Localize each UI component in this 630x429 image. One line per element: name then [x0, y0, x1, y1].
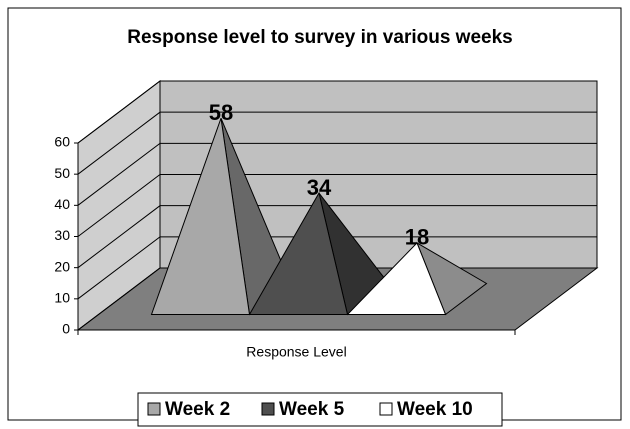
grid-line — [77, 111, 597, 175]
y-tick-label: 0 — [62, 321, 70, 337]
legend-label: Week 2 — [165, 399, 230, 420]
grid-line — [77, 174, 597, 237]
pyramid-front — [346, 241, 447, 315]
x-tick-label: Response Level — [246, 344, 346, 360]
data-label: 18 — [405, 225, 429, 250]
pyramid — [346, 241, 488, 316]
pyramid-front — [248, 191, 349, 315]
legend-swatch — [261, 402, 275, 416]
grid-line — [77, 236, 597, 300]
pyramid-front — [150, 118, 251, 315]
grid-line — [77, 205, 597, 269]
grid-line — [77, 142, 597, 206]
y-tick-label: 10 — [54, 290, 70, 306]
data-label: 58 — [209, 100, 233, 125]
legend-swatch — [147, 402, 161, 416]
grid-line — [77, 80, 597, 144]
data-label: 34 — [307, 175, 332, 200]
legend-label: Week 10 — [397, 399, 473, 420]
y-tick-label: 30 — [54, 227, 70, 243]
y-tick-label: 20 — [54, 258, 70, 274]
y-tick-label: 50 — [54, 165, 70, 181]
pyramid — [150, 118, 292, 316]
legend-label: Week 5 — [279, 399, 345, 420]
chart-title: Response level to survey in various week… — [127, 27, 512, 48]
legend-swatch — [379, 402, 393, 416]
pyramid — [248, 191, 390, 316]
y-tick-label: 60 — [54, 134, 70, 150]
y-tick-label: 40 — [54, 196, 70, 212]
legend-box — [137, 392, 503, 427]
